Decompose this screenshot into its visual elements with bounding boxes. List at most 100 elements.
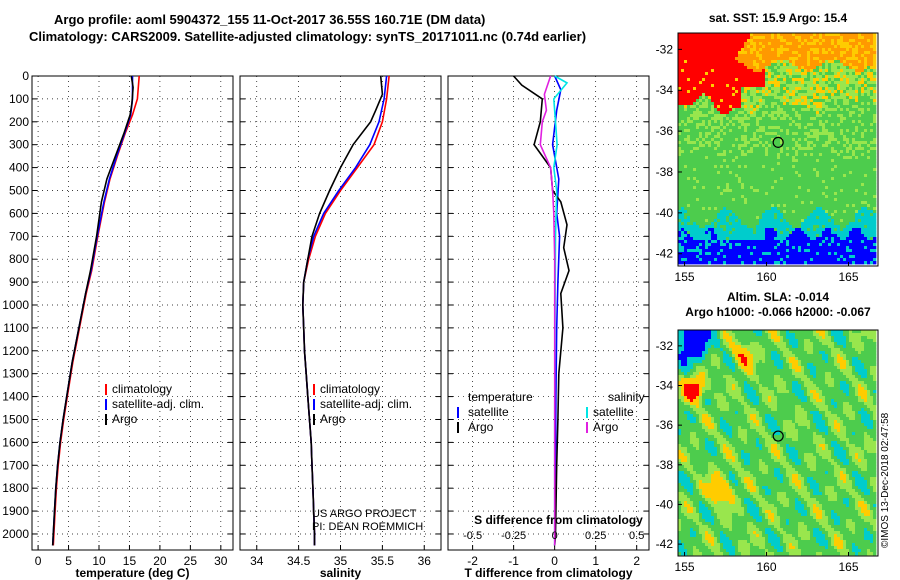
legend-entry: satellite-adj. clim. [112, 397, 204, 411]
sla-map-title-line2: Argo h1000: -0.066 h2000: -0.067 [685, 305, 871, 319]
legend-entry: satellite [468, 405, 509, 419]
series-line-argo [51, 75, 134, 546]
y-tick-label: 1600 [2, 435, 29, 449]
x-tick-label-s: 0.25 [585, 530, 606, 542]
map-y-tick-label: -34 [656, 83, 674, 97]
legend-heading-temperature: temperature [468, 390, 533, 404]
figure-title-line1: Argo profile: aoml 5904372_155 11-Oct-20… [54, 12, 486, 27]
y-tick-label: 1300 [2, 367, 29, 381]
legend-entry: Argo [112, 412, 138, 426]
y-tick-label: 2000 [2, 527, 29, 541]
profile-panel-1: 34 34.5 35 35.5 36 salinity climatologysatelli… [239, 75, 442, 580]
profile-panel-2: -2 -1 0 1 2T difference from climatology S di… [447, 75, 650, 580]
series-line-argo [301, 75, 384, 546]
x-tick-label: 2 [633, 554, 640, 568]
series-line-argo [539, 75, 556, 546]
x-tick-label: 35 [334, 554, 348, 568]
y-tick-label: 1800 [2, 481, 29, 495]
y-tick-label: 0 [22, 69, 29, 83]
y-tick-label: 600 [9, 206, 29, 220]
y-tick-label: 1100 [3, 321, 29, 335]
x-axis-label-top: S difference from climatology [474, 513, 643, 527]
map-y-tick-label: -40 [656, 206, 674, 220]
x-tick-label: 30 [214, 554, 228, 568]
x-axis-label: temperature (deg C) [75, 566, 189, 580]
profile-location-marker [772, 430, 784, 442]
credit-text: US ARGO PROJECT [312, 508, 417, 520]
x-tick-label: 15 [123, 554, 137, 568]
y-tick-label: 1200 [2, 344, 29, 358]
y-tick-label: 1900 [2, 504, 29, 518]
x-axis-label: salinity [320, 566, 362, 580]
x-tick-label: -1 [508, 554, 519, 568]
y-tick-label: 1500 [2, 412, 29, 426]
y-tick-label: 900 [9, 275, 29, 289]
panel-frame [447, 75, 650, 551]
map-y-tick-label: -40 [656, 497, 674, 511]
y-tick-label: 1700 [2, 458, 29, 472]
legend-entry: satellite-adj. clim. [320, 397, 412, 411]
sst-map: 155 160 165 -32 -34 -36 -38 -40 -42 [656, 32, 879, 284]
map-y-tick-label: -34 [656, 379, 674, 393]
map-x-tick-label: 165 [838, 560, 858, 574]
x-tick-label: 5 [65, 554, 72, 568]
map-x-tick-label: 160 [757, 560, 777, 574]
map-y-tick-label: -32 [656, 42, 674, 56]
map-x-tick-label: 160 [757, 270, 777, 284]
map-y-tick-label: -42 [656, 537, 674, 551]
x-tick-label: 0 [35, 554, 42, 568]
sst-map-title: sat. SST: 15.9 Argo: 15.4 [709, 11, 848, 25]
legend-entry: satellite [593, 405, 634, 419]
map-x-tick-label: 165 [838, 270, 858, 284]
map-y-tick-label: -36 [656, 418, 674, 432]
x-tick-label: -2 [467, 554, 478, 568]
panel-frame [239, 75, 442, 551]
legend-heading-salinity: salinity [608, 390, 645, 404]
x-tick-label: 1 [592, 554, 599, 568]
y-tick-label: 1000 [2, 298, 29, 312]
x-axis-label: T difference from climatology [464, 566, 632, 580]
y-tick-label: 700 [9, 229, 29, 243]
map-frame [677, 329, 879, 557]
x-tick-label: 34.5 [287, 554, 311, 568]
map-y-tick-label: -42 [656, 247, 674, 261]
x-tick-label: 0 [551, 554, 558, 568]
y-tick-label: 100 [9, 92, 29, 106]
x-tick-label: 34 [250, 554, 264, 568]
legend-entry: Argo [593, 420, 619, 434]
x-tick-label: 35.5 [371, 554, 395, 568]
profile-panel-0: 0 5 10 15 20 25 300100200300400500600700800900… [2, 69, 234, 580]
map-y-tick-label: -38 [656, 165, 674, 179]
figure-title-line2: Climatology: CARS2009. Satellite-adjuste… [29, 29, 587, 44]
sla-map-title-line1: Altim. SLA: -0.014 [727, 290, 829, 304]
y-tick-label: 400 [9, 161, 29, 175]
profile-location-marker [772, 136, 784, 148]
x-tick-label: 20 [153, 554, 167, 568]
legend-entry: Argo [320, 412, 346, 426]
x-tick-label: 36 [418, 554, 432, 568]
map-x-tick-label: 155 [675, 560, 695, 574]
sla-map: 155 160 165 -32 -34 -36 -38 -40 -42 [656, 329, 879, 574]
map-x-tick-label: 155 [675, 270, 695, 284]
legend-entry: Argo [468, 420, 494, 434]
legend-entry: climatology [320, 382, 380, 396]
map-frame [677, 32, 879, 267]
panel-frame [31, 75, 234, 551]
y-tick-label: 800 [9, 252, 29, 266]
series-line-argo [513, 75, 570, 546]
x-tick-label-s: 0 [552, 530, 558, 542]
y-tick-label: 500 [9, 183, 29, 197]
map-y-tick-label: -32 [656, 339, 674, 353]
map-y-tick-label: -36 [656, 124, 674, 138]
x-tick-label-s: -0.5 [463, 530, 482, 542]
x-tick-label: 10 [92, 554, 106, 568]
x-tick-label-s: -0.25 [501, 530, 526, 542]
x-tick-label-s: 0.5 [629, 530, 644, 542]
credit-text: PI: DEAN ROEMMICH [312, 521, 423, 533]
x-tick-label: 25 [184, 554, 198, 568]
y-tick-label: 200 [9, 115, 29, 129]
y-tick-label: 300 [9, 138, 29, 152]
y-tick-label: 1400 [2, 390, 29, 404]
legend-entry: climatology [112, 382, 172, 396]
